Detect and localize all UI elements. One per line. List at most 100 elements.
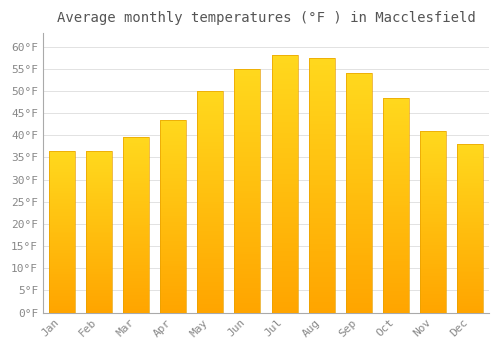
Bar	[86, 156, 112, 157]
Bar	[197, 146, 223, 148]
Bar	[123, 265, 149, 267]
Bar	[197, 208, 223, 211]
Bar	[272, 272, 297, 274]
Bar	[234, 234, 260, 237]
Bar	[272, 150, 297, 153]
Bar	[272, 63, 297, 66]
Bar	[458, 174, 483, 176]
Bar	[383, 186, 409, 188]
Bar	[86, 203, 112, 204]
Bar	[458, 254, 483, 256]
Bar	[458, 201, 483, 203]
Bar	[86, 262, 112, 264]
Bar	[383, 216, 409, 218]
Bar	[86, 237, 112, 238]
Bar	[458, 262, 483, 264]
Bar	[308, 136, 334, 139]
Bar	[346, 238, 372, 241]
Bar	[458, 250, 483, 252]
Bar	[234, 244, 260, 247]
Bar	[234, 247, 260, 249]
Bar	[160, 243, 186, 245]
Bar	[123, 255, 149, 257]
Bar	[308, 121, 334, 124]
Bar	[346, 164, 372, 167]
Bar	[197, 182, 223, 184]
Bar	[123, 195, 149, 197]
Bar	[346, 277, 372, 279]
Bar	[346, 88, 372, 90]
Bar	[383, 190, 409, 192]
Bar	[458, 146, 483, 147]
Bar	[308, 162, 334, 165]
Bar	[383, 259, 409, 261]
Bar	[272, 112, 297, 114]
Bar	[234, 181, 260, 183]
Bar	[234, 298, 260, 300]
Bar	[123, 145, 149, 146]
Bar	[383, 214, 409, 216]
Bar	[197, 277, 223, 279]
Bar	[308, 129, 334, 132]
Bar	[48, 151, 74, 313]
Bar	[346, 188, 372, 190]
Bar	[160, 145, 186, 147]
Bar	[197, 293, 223, 295]
Bar	[234, 284, 260, 286]
Bar	[346, 140, 372, 142]
Bar	[234, 257, 260, 259]
Bar	[48, 233, 74, 235]
Bar	[234, 98, 260, 100]
Bar	[308, 167, 334, 170]
Bar	[160, 237, 186, 239]
Bar	[458, 264, 483, 265]
Bar	[420, 205, 446, 207]
Bar	[458, 259, 483, 260]
Bar	[383, 194, 409, 196]
Bar	[420, 271, 446, 273]
Bar	[272, 266, 297, 269]
Bar	[458, 144, 483, 313]
Bar	[234, 201, 260, 203]
Bar	[383, 235, 409, 237]
Bar	[272, 138, 297, 140]
Bar	[383, 282, 409, 285]
Bar	[346, 131, 372, 133]
Bar	[420, 202, 446, 204]
Bar	[272, 140, 297, 143]
Bar	[420, 207, 446, 209]
Bar	[48, 295, 74, 296]
Bar	[86, 175, 112, 177]
Bar	[458, 181, 483, 183]
Bar	[346, 224, 372, 226]
Bar	[383, 130, 409, 132]
Bar	[308, 233, 334, 236]
Bar	[123, 204, 149, 206]
Bar	[383, 304, 409, 306]
Bar	[197, 91, 223, 93]
Bar	[160, 257, 186, 259]
Bar	[123, 236, 149, 237]
Bar	[272, 94, 297, 97]
Bar	[272, 289, 297, 292]
Bar	[272, 217, 297, 220]
Bar	[308, 292, 334, 295]
Bar	[346, 291, 372, 294]
Bar	[197, 308, 223, 310]
Bar	[86, 246, 112, 248]
Bar	[234, 217, 260, 220]
Bar	[346, 226, 372, 229]
Bar	[272, 107, 297, 110]
Bar	[420, 244, 446, 245]
Bar	[197, 122, 223, 124]
Bar	[123, 258, 149, 260]
Bar	[272, 78, 297, 81]
Bar	[308, 68, 334, 70]
Bar	[308, 65, 334, 68]
Bar	[86, 243, 112, 245]
Bar	[420, 296, 446, 298]
Bar	[86, 177, 112, 178]
Bar	[86, 311, 112, 313]
Bar	[123, 281, 149, 283]
Bar	[308, 91, 334, 93]
